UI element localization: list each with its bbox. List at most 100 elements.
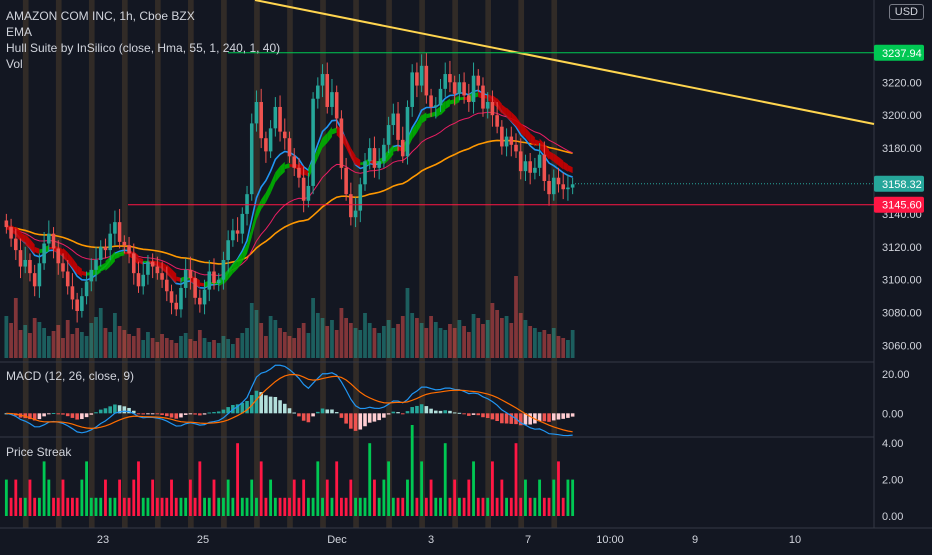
hull-band-segment xyxy=(388,144,394,161)
hull-band-segment xyxy=(119,251,125,257)
streak-bar xyxy=(212,479,216,516)
candle-body xyxy=(495,115,499,127)
volume-bar xyxy=(481,324,485,358)
hull-band-segment xyxy=(223,269,229,285)
macd-histogram-bar xyxy=(240,402,245,414)
ema-legend[interactable]: EMA xyxy=(6,25,33,39)
candle-body xyxy=(490,102,495,116)
hull-band-segment xyxy=(558,156,564,170)
macd-histogram-bar xyxy=(330,409,334,414)
streak-bar xyxy=(491,461,494,516)
volume-bar xyxy=(509,323,514,358)
candle-body xyxy=(226,240,230,260)
volume-bar xyxy=(410,313,415,358)
volume-bar xyxy=(155,342,160,358)
candle-body xyxy=(174,302,179,310)
streak-bar xyxy=(9,497,13,516)
hull-band-segment xyxy=(563,161,568,172)
streak-bar xyxy=(278,497,282,516)
currency-badge[interactable]: USD xyxy=(888,4,924,20)
hull-band-segment xyxy=(421,112,427,124)
candle-body xyxy=(183,269,188,288)
price-streak-legend[interactable]: Price Streak xyxy=(6,445,72,459)
hull-band-segment xyxy=(317,137,323,159)
time-tick-label: 3 xyxy=(428,534,434,546)
volume-bar xyxy=(254,310,259,358)
macd-histogram-bar xyxy=(528,413,532,425)
volume-bar xyxy=(28,333,32,358)
streak-bar xyxy=(363,497,367,516)
candle-body xyxy=(108,233,112,251)
macd-histogram-bar xyxy=(249,395,254,414)
macd-histogram-bar xyxy=(485,413,490,418)
macd-histogram-bar xyxy=(198,413,202,416)
macd-histogram-bar xyxy=(325,409,330,414)
streak-bar xyxy=(288,497,291,516)
candle-body xyxy=(533,167,537,173)
macd-histogram-bar xyxy=(471,413,476,415)
candle-body xyxy=(282,131,287,139)
streak-bar xyxy=(368,443,372,516)
macd-legend[interactable]: MACD (12, 26, close, 9) xyxy=(6,369,135,383)
hull-band-segment xyxy=(412,122,417,140)
session-band xyxy=(452,0,458,528)
hull-band-segment xyxy=(25,234,30,249)
candle-body xyxy=(193,278,197,298)
volume-bar xyxy=(466,332,471,358)
macd-histogram-bar xyxy=(372,413,377,422)
volume-bar xyxy=(221,336,226,358)
candle-body xyxy=(14,238,18,251)
macd-histogram-bar xyxy=(146,413,150,415)
price-badge-label: 3237.94 xyxy=(882,48,922,60)
hull-band-segment xyxy=(497,98,502,114)
macd-histogram-bar xyxy=(75,413,79,420)
streak-bar xyxy=(52,497,55,516)
session-band xyxy=(485,0,492,528)
candle-body xyxy=(287,138,292,157)
macd-histogram-bar xyxy=(457,412,462,414)
macd-histogram-bar xyxy=(80,413,84,420)
volume-legend[interactable]: Vol xyxy=(6,57,23,71)
streak-bar xyxy=(4,479,8,516)
streak-bar xyxy=(547,497,551,516)
session-band xyxy=(287,0,293,528)
macd-histogram-bar xyxy=(481,413,485,418)
candle-body xyxy=(127,245,131,254)
candle-body xyxy=(514,144,518,152)
hull-band-segment xyxy=(506,107,512,122)
symbol-title[interactable]: AMAZON COM INC, 1h, Cboe BZX xyxy=(6,9,195,23)
hull-band-segment xyxy=(355,156,361,168)
macd-histogram-bar xyxy=(448,410,452,414)
streak-bar xyxy=(137,461,140,516)
candle-body xyxy=(367,148,372,162)
volume-bar xyxy=(42,328,46,358)
hull-band-segment xyxy=(29,238,35,255)
macd-histogram-bar xyxy=(405,411,410,414)
macd-histogram-bar xyxy=(556,413,561,420)
hull-band-segment xyxy=(176,276,181,282)
candle-body xyxy=(419,65,424,86)
hull-band-segment xyxy=(232,258,238,274)
streak-bar xyxy=(325,479,329,516)
candle-body xyxy=(316,85,320,99)
macd-histogram-bar xyxy=(65,413,70,417)
hull-band-segment xyxy=(350,147,356,166)
macd-histogram-bar xyxy=(216,411,221,414)
streak-bar xyxy=(179,497,183,516)
streak-bar xyxy=(28,479,32,516)
candle-body xyxy=(320,74,325,86)
streak-bar xyxy=(311,497,315,516)
volume-bar xyxy=(216,343,221,358)
candle-body xyxy=(169,291,174,303)
hull-suite-legend[interactable]: Hull Suite by InSilico (close, Hma, 55, … xyxy=(6,41,281,55)
volume-bar xyxy=(89,323,94,358)
candle-body xyxy=(400,139,405,157)
volume-bar xyxy=(452,328,457,358)
hull-band-segment xyxy=(62,247,68,263)
volume-bar xyxy=(169,340,174,358)
macd-histogram-bar xyxy=(42,413,46,417)
candle-body xyxy=(518,151,523,172)
streak-bar xyxy=(122,497,126,516)
